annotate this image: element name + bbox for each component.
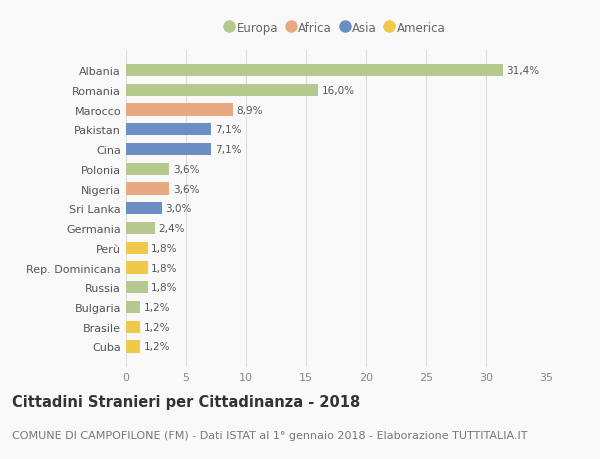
- Text: 1,8%: 1,8%: [151, 283, 178, 292]
- Text: 3,6%: 3,6%: [173, 164, 199, 174]
- Bar: [126, 144, 211, 156]
- Text: 1,8%: 1,8%: [151, 243, 178, 253]
- Text: 16,0%: 16,0%: [322, 86, 355, 95]
- Text: 8,9%: 8,9%: [236, 106, 263, 115]
- Bar: [126, 262, 148, 274]
- Bar: [126, 242, 148, 254]
- Text: 1,2%: 1,2%: [144, 322, 170, 332]
- Bar: [126, 301, 140, 313]
- Bar: [126, 104, 233, 117]
- Bar: [126, 183, 169, 195]
- Bar: [126, 341, 140, 353]
- Bar: [126, 321, 140, 333]
- Text: 7,1%: 7,1%: [215, 125, 241, 135]
- Legend: Europa, Africa, Asia, America: Europa, Africa, Asia, America: [226, 22, 446, 34]
- Text: COMUNE DI CAMPOFILONE (FM) - Dati ISTAT al 1° gennaio 2018 - Elaborazione TUTTIT: COMUNE DI CAMPOFILONE (FM) - Dati ISTAT …: [12, 431, 527, 440]
- Text: 3,0%: 3,0%: [166, 204, 192, 214]
- Bar: [126, 65, 503, 77]
- Text: 1,2%: 1,2%: [144, 341, 170, 352]
- Bar: [126, 84, 318, 97]
- Text: 2,4%: 2,4%: [158, 224, 185, 234]
- Text: 31,4%: 31,4%: [506, 66, 539, 76]
- Text: 7,1%: 7,1%: [215, 145, 241, 155]
- Bar: [126, 163, 169, 175]
- Bar: [126, 281, 148, 294]
- Text: 1,2%: 1,2%: [144, 302, 170, 312]
- Bar: [126, 203, 162, 215]
- Bar: [126, 223, 155, 235]
- Text: 3,6%: 3,6%: [173, 184, 199, 194]
- Text: Cittadini Stranieri per Cittadinanza - 2018: Cittadini Stranieri per Cittadinanza - 2…: [12, 394, 360, 409]
- Bar: [126, 124, 211, 136]
- Text: 1,8%: 1,8%: [151, 263, 178, 273]
